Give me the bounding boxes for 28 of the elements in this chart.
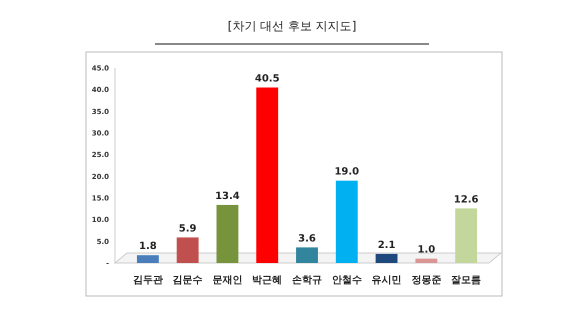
x-tick-label: 잘모름 (451, 275, 482, 286)
bar (296, 247, 318, 263)
x-tick-label: 안철수 (332, 275, 362, 286)
x-tick-label: 박근혜 (252, 275, 282, 286)
x-tick-label: 손학규 (292, 275, 322, 286)
bar (415, 258, 438, 263)
x-tick-label: 정몽준 (411, 275, 442, 286)
bar (176, 237, 199, 263)
bar (376, 254, 398, 263)
data-label: 12.6 (454, 194, 478, 206)
data-label: 2.1 (378, 240, 396, 251)
x-tick-label: 김두관 (132, 275, 163, 286)
data-label: 3.6 (298, 233, 316, 244)
data-label: 1.0 (417, 244, 436, 256)
x-tick-label: 문재인 (212, 275, 242, 286)
bar (256, 88, 278, 263)
x-tick-label: 김문수 (172, 275, 203, 286)
bar (136, 255, 159, 263)
data-label: 5.9 (178, 223, 197, 234)
data-label: 13.4 (215, 190, 240, 202)
data-label: 19.0 (334, 166, 360, 178)
bar (336, 180, 358, 263)
bar (455, 208, 478, 263)
data-label: 1.8 (139, 241, 157, 252)
x-tick-label: 유시민 (372, 275, 402, 286)
chart-title: [차기 대선 후보 지지도] (228, 19, 356, 33)
bar (216, 204, 238, 263)
data-label: 40.5 (254, 74, 280, 84)
